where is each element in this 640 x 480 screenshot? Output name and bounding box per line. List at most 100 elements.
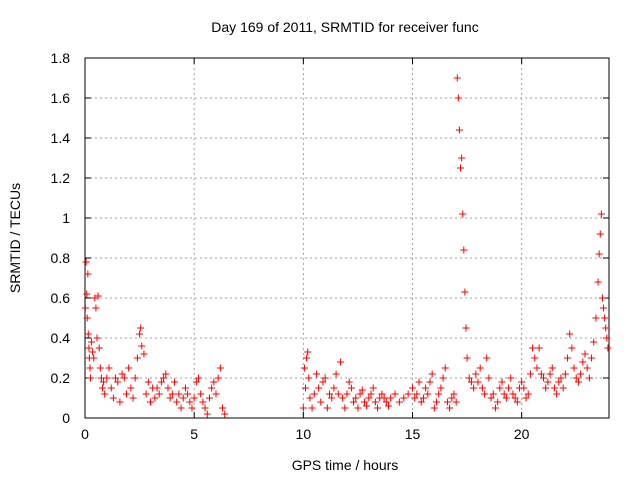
data-point bbox=[212, 390, 220, 398]
data-point bbox=[173, 398, 181, 406]
data-point bbox=[122, 390, 130, 398]
data-point bbox=[380, 394, 388, 402]
data-point bbox=[426, 378, 434, 386]
data-point bbox=[201, 404, 209, 412]
data-point bbox=[595, 250, 603, 258]
data-point bbox=[485, 374, 493, 382]
data-point bbox=[470, 384, 478, 392]
data-point bbox=[417, 398, 425, 406]
data-point bbox=[465, 374, 473, 382]
data-point bbox=[350, 398, 358, 406]
y-tick-label: 0.2 bbox=[51, 370, 71, 386]
data-point bbox=[520, 384, 528, 392]
data-point bbox=[483, 354, 491, 362]
data-point bbox=[345, 378, 353, 386]
data-point bbox=[93, 334, 101, 342]
data-point bbox=[555, 378, 563, 386]
plot-frame bbox=[84, 57, 610, 419]
data-point bbox=[328, 394, 336, 402]
data-point bbox=[112, 374, 120, 382]
data-point bbox=[481, 390, 489, 398]
y-tick-labels: 0 0.2 0.4 0.6 0.8 1 1.2 1.4 1.6 1.8 bbox=[51, 50, 71, 426]
data-point bbox=[382, 398, 390, 406]
data-point bbox=[118, 370, 126, 378]
data-point bbox=[190, 394, 198, 402]
data-point bbox=[509, 390, 517, 398]
data-point bbox=[151, 394, 159, 402]
data-point bbox=[457, 164, 465, 172]
data-point bbox=[188, 404, 196, 412]
data-point bbox=[179, 394, 187, 402]
data-point bbox=[303, 354, 311, 362]
data-point bbox=[542, 384, 550, 392]
data-point bbox=[199, 398, 207, 406]
data-point bbox=[400, 394, 408, 402]
data-point bbox=[164, 384, 172, 392]
data-point bbox=[424, 390, 432, 398]
y-axis-label: SRMTID / TECUs bbox=[7, 183, 23, 293]
data-point bbox=[454, 94, 462, 102]
y-tick-label: 0.4 bbox=[51, 330, 71, 346]
y-tick-label: 0.6 bbox=[51, 290, 71, 306]
data-point bbox=[404, 390, 412, 398]
data-point bbox=[570, 364, 578, 372]
data-point bbox=[306, 394, 314, 402]
data-point bbox=[312, 370, 320, 378]
data-point bbox=[511, 394, 519, 402]
x-tick-label: 5 bbox=[190, 426, 198, 442]
data-point bbox=[129, 394, 137, 402]
data-point bbox=[369, 384, 377, 392]
data-point bbox=[157, 378, 165, 386]
data-point bbox=[579, 358, 587, 366]
data-point bbox=[498, 378, 506, 386]
data-point bbox=[559, 384, 567, 392]
data-point bbox=[553, 390, 561, 398]
data-point bbox=[419, 394, 427, 402]
data-point bbox=[561, 370, 569, 378]
data-point bbox=[321, 374, 329, 382]
data-point bbox=[461, 288, 469, 296]
x-axis-label: GPS time / hours bbox=[292, 457, 399, 473]
data-point bbox=[433, 398, 441, 406]
y-tick-label: 1.2 bbox=[51, 170, 71, 186]
data-point bbox=[131, 374, 139, 382]
data-point bbox=[439, 374, 447, 382]
data-point bbox=[347, 384, 355, 392]
data-point bbox=[360, 398, 368, 406]
data-point bbox=[391, 390, 399, 398]
data-point bbox=[120, 374, 128, 382]
data-point bbox=[171, 378, 179, 386]
data-point bbox=[197, 390, 205, 398]
data-point bbox=[84, 330, 92, 338]
data-point bbox=[533, 364, 541, 372]
chart-title: Day 169 of 2011, SRMTID for receiver fun… bbox=[211, 19, 478, 35]
data-point bbox=[476, 364, 484, 372]
data-point bbox=[524, 390, 532, 398]
data-point bbox=[529, 344, 537, 352]
data-point bbox=[166, 394, 174, 402]
data-point bbox=[603, 334, 611, 342]
data-point bbox=[205, 394, 213, 402]
data-point bbox=[455, 126, 463, 134]
data-point bbox=[574, 378, 582, 386]
data-point bbox=[557, 374, 565, 382]
data-point bbox=[590, 338, 598, 346]
data-point bbox=[356, 390, 364, 398]
data-point bbox=[86, 364, 94, 372]
data-point bbox=[507, 374, 515, 382]
y-tick-label: 1 bbox=[62, 210, 70, 226]
data-point bbox=[384, 402, 392, 410]
data-point bbox=[458, 154, 466, 162]
data-point bbox=[354, 404, 362, 412]
y-tick-label: 1.4 bbox=[51, 130, 71, 146]
x-tick-labels: 0 5 10 15 20 bbox=[81, 426, 530, 442]
data-point bbox=[453, 74, 461, 82]
data-point bbox=[358, 386, 366, 394]
data-points bbox=[81, 74, 612, 418]
data-point bbox=[592, 314, 600, 322]
data-point bbox=[462, 324, 470, 332]
data-point bbox=[513, 398, 521, 406]
data-point bbox=[602, 324, 610, 332]
data-point bbox=[221, 410, 229, 418]
data-point bbox=[195, 374, 203, 382]
